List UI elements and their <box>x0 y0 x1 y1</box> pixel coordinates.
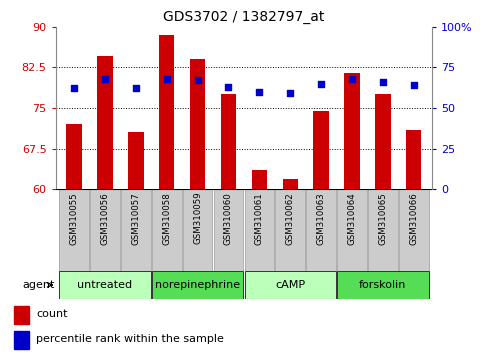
Bar <box>244 271 336 299</box>
Bar <box>252 170 267 189</box>
Text: agent: agent <box>23 280 55 290</box>
Bar <box>66 124 82 189</box>
Point <box>225 84 232 90</box>
Bar <box>128 132 143 189</box>
Point <box>256 89 263 95</box>
Bar <box>406 130 422 189</box>
Bar <box>313 111 329 189</box>
Point <box>101 76 109 81</box>
Text: GSM310059: GSM310059 <box>193 192 202 245</box>
Bar <box>152 189 182 271</box>
Bar <box>59 189 89 271</box>
Point <box>163 76 170 81</box>
Bar <box>213 189 243 271</box>
Bar <box>275 189 305 271</box>
Text: norepinephrine: norepinephrine <box>155 280 240 290</box>
Text: GSM310062: GSM310062 <box>286 192 295 245</box>
Point <box>317 81 325 86</box>
Point <box>379 79 387 85</box>
Text: GSM310066: GSM310066 <box>409 192 418 245</box>
Text: untreated: untreated <box>77 280 132 290</box>
Point <box>132 86 140 91</box>
Bar <box>183 189 213 271</box>
Title: GDS3702 / 1382797_at: GDS3702 / 1382797_at <box>163 10 325 24</box>
Bar <box>90 189 120 271</box>
Text: GSM310058: GSM310058 <box>162 192 171 245</box>
Text: GSM310056: GSM310056 <box>100 192 110 245</box>
Text: GSM310063: GSM310063 <box>317 192 326 245</box>
Bar <box>375 95 391 189</box>
Text: cAMP: cAMP <box>275 280 305 290</box>
Bar <box>152 271 243 299</box>
Bar <box>59 271 151 299</box>
Bar <box>121 189 151 271</box>
Bar <box>14 306 29 324</box>
Point <box>348 76 356 81</box>
Bar <box>244 189 274 271</box>
Text: count: count <box>36 309 68 320</box>
Bar <box>190 59 205 189</box>
Text: GSM310064: GSM310064 <box>347 192 356 245</box>
Bar <box>14 331 29 348</box>
Bar <box>344 73 360 189</box>
Bar <box>159 35 174 189</box>
Text: GSM310061: GSM310061 <box>255 192 264 245</box>
Text: GSM310060: GSM310060 <box>224 192 233 245</box>
Text: GSM310065: GSM310065 <box>378 192 387 245</box>
Text: GSM310057: GSM310057 <box>131 192 141 245</box>
Point <box>194 78 201 83</box>
Point <box>70 86 78 91</box>
Bar <box>97 56 113 189</box>
Point <box>410 82 418 88</box>
Bar <box>337 271 428 299</box>
Bar <box>399 189 428 271</box>
Bar <box>283 178 298 189</box>
Bar <box>306 189 336 271</box>
Bar <box>368 189 398 271</box>
Text: forskolin: forskolin <box>359 280 407 290</box>
Text: GSM310055: GSM310055 <box>70 192 79 245</box>
Bar <box>221 95 236 189</box>
Bar <box>337 189 367 271</box>
Text: percentile rank within the sample: percentile rank within the sample <box>36 334 224 344</box>
Point <box>286 91 294 96</box>
